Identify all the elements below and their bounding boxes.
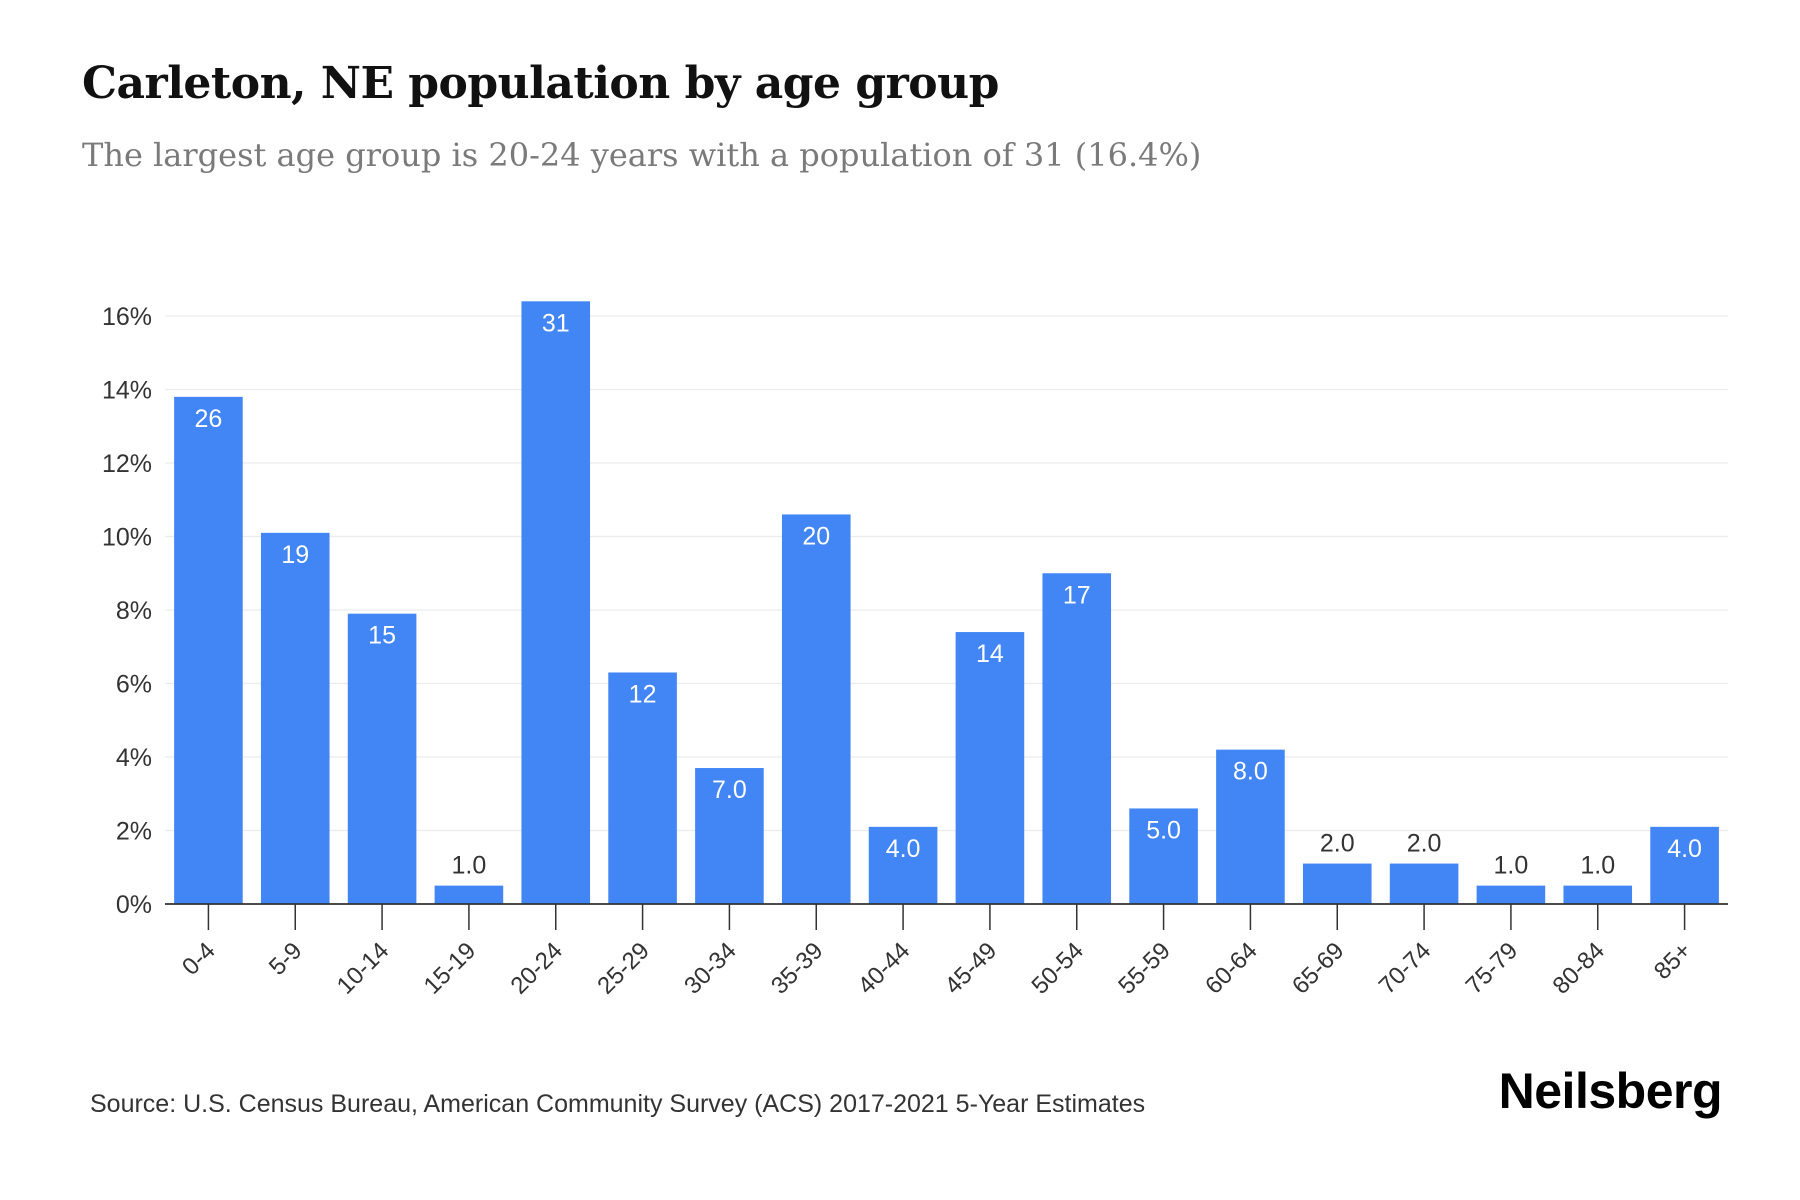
data-label: 12 — [629, 680, 657, 708]
data-label: 17 — [1063, 581, 1091, 609]
bar-20-24 — [521, 301, 591, 904]
bar-70-74 — [1389, 863, 1459, 904]
data-label: 15 — [368, 622, 396, 650]
x-tick-label: 60-64 — [1200, 937, 1263, 1000]
data-label: 7.0 — [712, 776, 747, 804]
data-labels: 26 19 15 1.0 31 12 7.0 20 4.0 14 17 5.0 8.0 2.0 2.0 1.0… — [195, 309, 1702, 879]
x-tick-label: 20-24 — [505, 937, 568, 1000]
bar-5-9 — [260, 532, 330, 904]
bar-75-79 — [1476, 885, 1546, 904]
bars — [174, 301, 1719, 904]
x-tick-label: 55-59 — [1113, 937, 1176, 1000]
data-label: 5.0 — [1146, 816, 1181, 844]
data-label: 8.0 — [1233, 758, 1268, 786]
x-tick-label: 25-29 — [592, 937, 655, 1000]
x-tick-label: 85+ — [1649, 937, 1697, 985]
data-label: 14 — [976, 640, 1004, 668]
data-label: 26 — [195, 405, 223, 433]
data-label: 4.0 — [886, 835, 921, 863]
data-label: 19 — [281, 541, 309, 569]
x-tick-label: 0-4 — [177, 937, 221, 981]
bar-60-64 — [1216, 749, 1285, 904]
x-tick-label: 80-84 — [1547, 937, 1610, 1000]
data-label: 20 — [802, 522, 830, 550]
data-label: 1.0 — [1494, 852, 1529, 880]
bar-65-69 — [1302, 863, 1372, 904]
x-tick-label: 50-54 — [1026, 937, 1089, 1000]
bar-30-34 — [695, 768, 764, 904]
y-tick-label: 10% — [102, 524, 152, 552]
x-tick-label: 75-79 — [1461, 937, 1524, 1000]
y-tick-label: 4% — [116, 744, 152, 772]
data-label: 31 — [542, 309, 570, 337]
bar-35-39 — [781, 514, 851, 904]
bar-10-14 — [347, 613, 417, 904]
y-tick-label: 12% — [102, 450, 152, 478]
data-label: 2.0 — [1320, 830, 1355, 858]
x-tick-label: 5-9 — [264, 937, 308, 981]
x-tick-label: 15-19 — [419, 937, 482, 1000]
chart-subtitle: The largest age group is 20-24 years wit… — [82, 136, 1202, 174]
y-tick-label: 8% — [116, 597, 152, 625]
x-tick-label: 10-14 — [332, 937, 395, 1000]
bar-25-29 — [608, 672, 677, 904]
chart-title: Carleton, NE population by age group — [82, 58, 999, 109]
y-tick-label: 16% — [102, 303, 152, 331]
y-tick-label: 2% — [116, 818, 152, 846]
bar-85+ — [1650, 826, 1719, 904]
data-label: 4.0 — [1667, 835, 1702, 863]
data-label: 2.0 — [1407, 830, 1442, 858]
source-note: Source: U.S. Census Bureau, American Com… — [90, 1090, 1146, 1118]
bar-45-49 — [955, 632, 1025, 904]
y-tick-label: 14% — [102, 377, 152, 405]
bar-55-59 — [1129, 808, 1198, 904]
bar-40-44 — [868, 826, 938, 904]
data-label: 1.0 — [452, 852, 487, 880]
gridlines — [165, 315, 1728, 832]
bar-80-84 — [1563, 885, 1633, 904]
x-tick-label: 65-69 — [1287, 937, 1350, 1000]
x-tick-label: 40-44 — [853, 937, 916, 1000]
y-tick-label: 0% — [116, 891, 152, 919]
bar-0-4 — [174, 396, 243, 904]
bar-chart: 0%2%4%6%8%10%12%14%16% 2619151.031127.02… — [102, 301, 1728, 1000]
x-tick-label: 35-39 — [766, 937, 829, 1000]
x-tick-label: 70-74 — [1374, 937, 1437, 1000]
bar-15-19 — [434, 885, 504, 904]
x-tick-label: 30-34 — [679, 937, 742, 1000]
x-axis: 0-4 5-9 10-14 15-19 20-24 25-29 30-34 35-39 40-4… — [165, 903, 1728, 1000]
brand-logo: Neilsberg — [1498, 1063, 1723, 1119]
y-tick-label: 6% — [116, 671, 152, 699]
x-tick-label: 45-49 — [940, 937, 1003, 1000]
bar-50-54 — [1042, 573, 1112, 904]
y-axis: 0% 2% 4% 6% 8% 10% 12% 14% 16% — [102, 303, 152, 919]
data-label: 1.0 — [1580, 852, 1615, 880]
